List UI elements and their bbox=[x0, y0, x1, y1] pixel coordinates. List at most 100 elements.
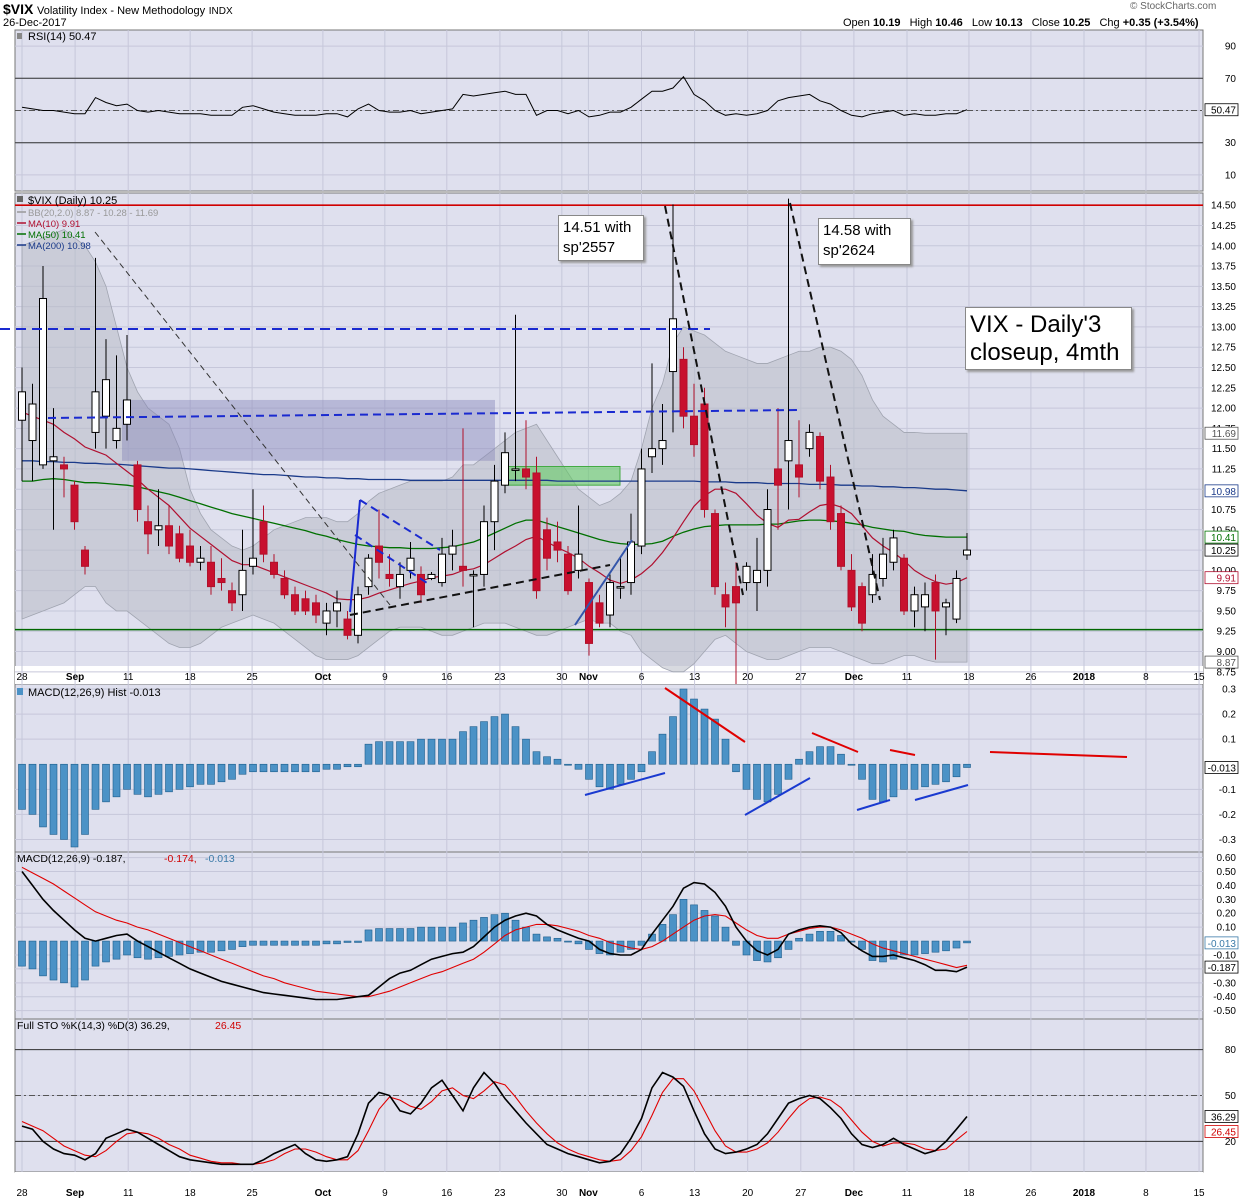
candle-body bbox=[480, 521, 488, 575]
candle-body bbox=[280, 577, 289, 596]
candle-body bbox=[438, 553, 446, 584]
candle-body bbox=[322, 610, 331, 624]
close-label: Close bbox=[1031, 17, 1060, 29]
candle-body bbox=[931, 582, 940, 612]
macd-hist-bar bbox=[847, 763, 856, 766]
macd-panel-hist-bar bbox=[816, 931, 824, 942]
x-tick-label-mid: 20 bbox=[742, 672, 754, 683]
macd-hist-bar bbox=[952, 763, 961, 778]
candle-body bbox=[417, 573, 425, 596]
candle-body bbox=[81, 549, 89, 567]
y-tick-hist: 0.2 bbox=[1222, 710, 1236, 721]
candle-body bbox=[753, 569, 761, 584]
candle-body bbox=[721, 594, 730, 608]
y-tick-price: 12.25 bbox=[1211, 383, 1236, 394]
candle-body bbox=[406, 557, 415, 571]
candle-body bbox=[690, 415, 698, 446]
candle-body bbox=[60, 464, 68, 470]
macd-panel-hist-bar bbox=[238, 940, 247, 947]
price-value-label: 10.25 bbox=[1211, 546, 1236, 557]
open-label: Open bbox=[843, 17, 870, 29]
trendline-black-up bbox=[349, 564, 611, 616]
trendline-blue-mid bbox=[47, 409, 801, 419]
macd-panel-hist-bar bbox=[133, 940, 142, 959]
macd-hist-bar bbox=[480, 721, 488, 765]
candle-body bbox=[28, 403, 37, 442]
price-value-label-box bbox=[1204, 484, 1239, 498]
y-tick-macd: -0.30 bbox=[1213, 978, 1236, 989]
macd-panel-hist-bar bbox=[406, 928, 415, 942]
x-tick-label-mid: Sep bbox=[66, 672, 84, 683]
macd-panel-hist-bar bbox=[18, 940, 26, 967]
macd-panel-hist-bar bbox=[270, 940, 278, 946]
macd-panel-hist-bar bbox=[721, 926, 730, 942]
resistance-zone bbox=[122, 399, 495, 461]
candle-body bbox=[606, 582, 614, 616]
candle-body bbox=[49, 456, 58, 462]
x-tick-label-mid: 8 bbox=[1143, 672, 1149, 683]
price-value-label-box bbox=[1204, 655, 1239, 669]
candle-body bbox=[301, 598, 310, 612]
macd-hist-bar bbox=[858, 763, 866, 780]
macd-panel-hist-bar bbox=[522, 926, 530, 942]
macd-hist-bar bbox=[249, 763, 257, 773]
x-tick-label: 20 bbox=[742, 1188, 754, 1199]
candle-body bbox=[123, 399, 131, 425]
macd-hist-bar bbox=[910, 763, 919, 790]
rsi-value-label-box bbox=[1204, 103, 1239, 117]
macd-hist-bar bbox=[900, 763, 908, 790]
annotation-peak-2-line2: sp'2624 bbox=[823, 242, 876, 259]
x-tick-label-mid: 11 bbox=[123, 672, 134, 683]
macd-panel-hist-bar bbox=[354, 940, 362, 943]
macd-panel-hist-bar bbox=[343, 940, 352, 943]
candle-body bbox=[669, 318, 677, 373]
candle-body bbox=[165, 525, 173, 547]
price-title: $VIX (Daily) 10.25 bbox=[28, 195, 117, 207]
x-tick-label: 8 bbox=[1143, 1188, 1149, 1199]
candle-body bbox=[795, 464, 803, 478]
macd-panel-hist-bar bbox=[196, 940, 205, 953]
macd-panel-hist-bar bbox=[417, 926, 425, 942]
candle-body bbox=[312, 602, 320, 616]
macd-hist-bar bbox=[753, 763, 761, 800]
y-tick-macd: 0.30 bbox=[1217, 895, 1237, 906]
macd-hist-bar bbox=[39, 763, 47, 828]
hist-legend-marker bbox=[17, 688, 23, 695]
macd-panel-hist-bar bbox=[301, 940, 310, 946]
x-tick-label: Oct bbox=[315, 1188, 332, 1199]
y-tick-price: 11.50 bbox=[1212, 444, 1237, 455]
macd-hist-bar bbox=[616, 763, 625, 785]
candle-body bbox=[847, 569, 856, 608]
macd-hist-bar bbox=[963, 763, 971, 768]
candle-body bbox=[595, 602, 604, 624]
rsi-line bbox=[21, 75, 968, 118]
candle-body bbox=[900, 557, 908, 612]
trendline-black-down-2 bbox=[664, 205, 744, 596]
x-tick-label-mid: 23 bbox=[494, 672, 506, 683]
hist-red-line-2 bbox=[811, 732, 859, 753]
trendline-blue-up bbox=[574, 539, 633, 626]
sto-d-title: 26.45 bbox=[215, 1020, 241, 1032]
close-value: 10.25 bbox=[1062, 17, 1091, 29]
x-tick-label-mid: 18 bbox=[963, 672, 975, 683]
candle-body bbox=[112, 427, 121, 442]
x-tick-label: 9 bbox=[382, 1188, 388, 1199]
macd-hist-bar bbox=[228, 763, 236, 780]
macd-hist-bar bbox=[805, 751, 814, 765]
hist-blue-line-3 bbox=[856, 799, 891, 811]
x-tick-label-mid: 2018 bbox=[1073, 672, 1096, 683]
candle-body bbox=[196, 557, 205, 563]
candle-body bbox=[217, 577, 226, 584]
macd-panel-hist-bar bbox=[658, 924, 667, 942]
sto-value-label-box bbox=[1204, 1110, 1239, 1123]
macd-hist-bar bbox=[417, 738, 425, 765]
candle-body bbox=[585, 582, 593, 644]
annotation-title-line1: VIX - Daily'3 bbox=[970, 311, 1102, 338]
macd-panel-hist-bar bbox=[763, 940, 772, 963]
x-tick-label: 15 bbox=[1193, 1188, 1205, 1199]
macd-hist-bar bbox=[459, 731, 467, 765]
rsi-title: RSI(14) 50.47 bbox=[28, 31, 96, 43]
price-legend-label: MA(200) 10.98 bbox=[28, 241, 91, 252]
macd-value-label: -0.187 bbox=[1208, 963, 1237, 974]
